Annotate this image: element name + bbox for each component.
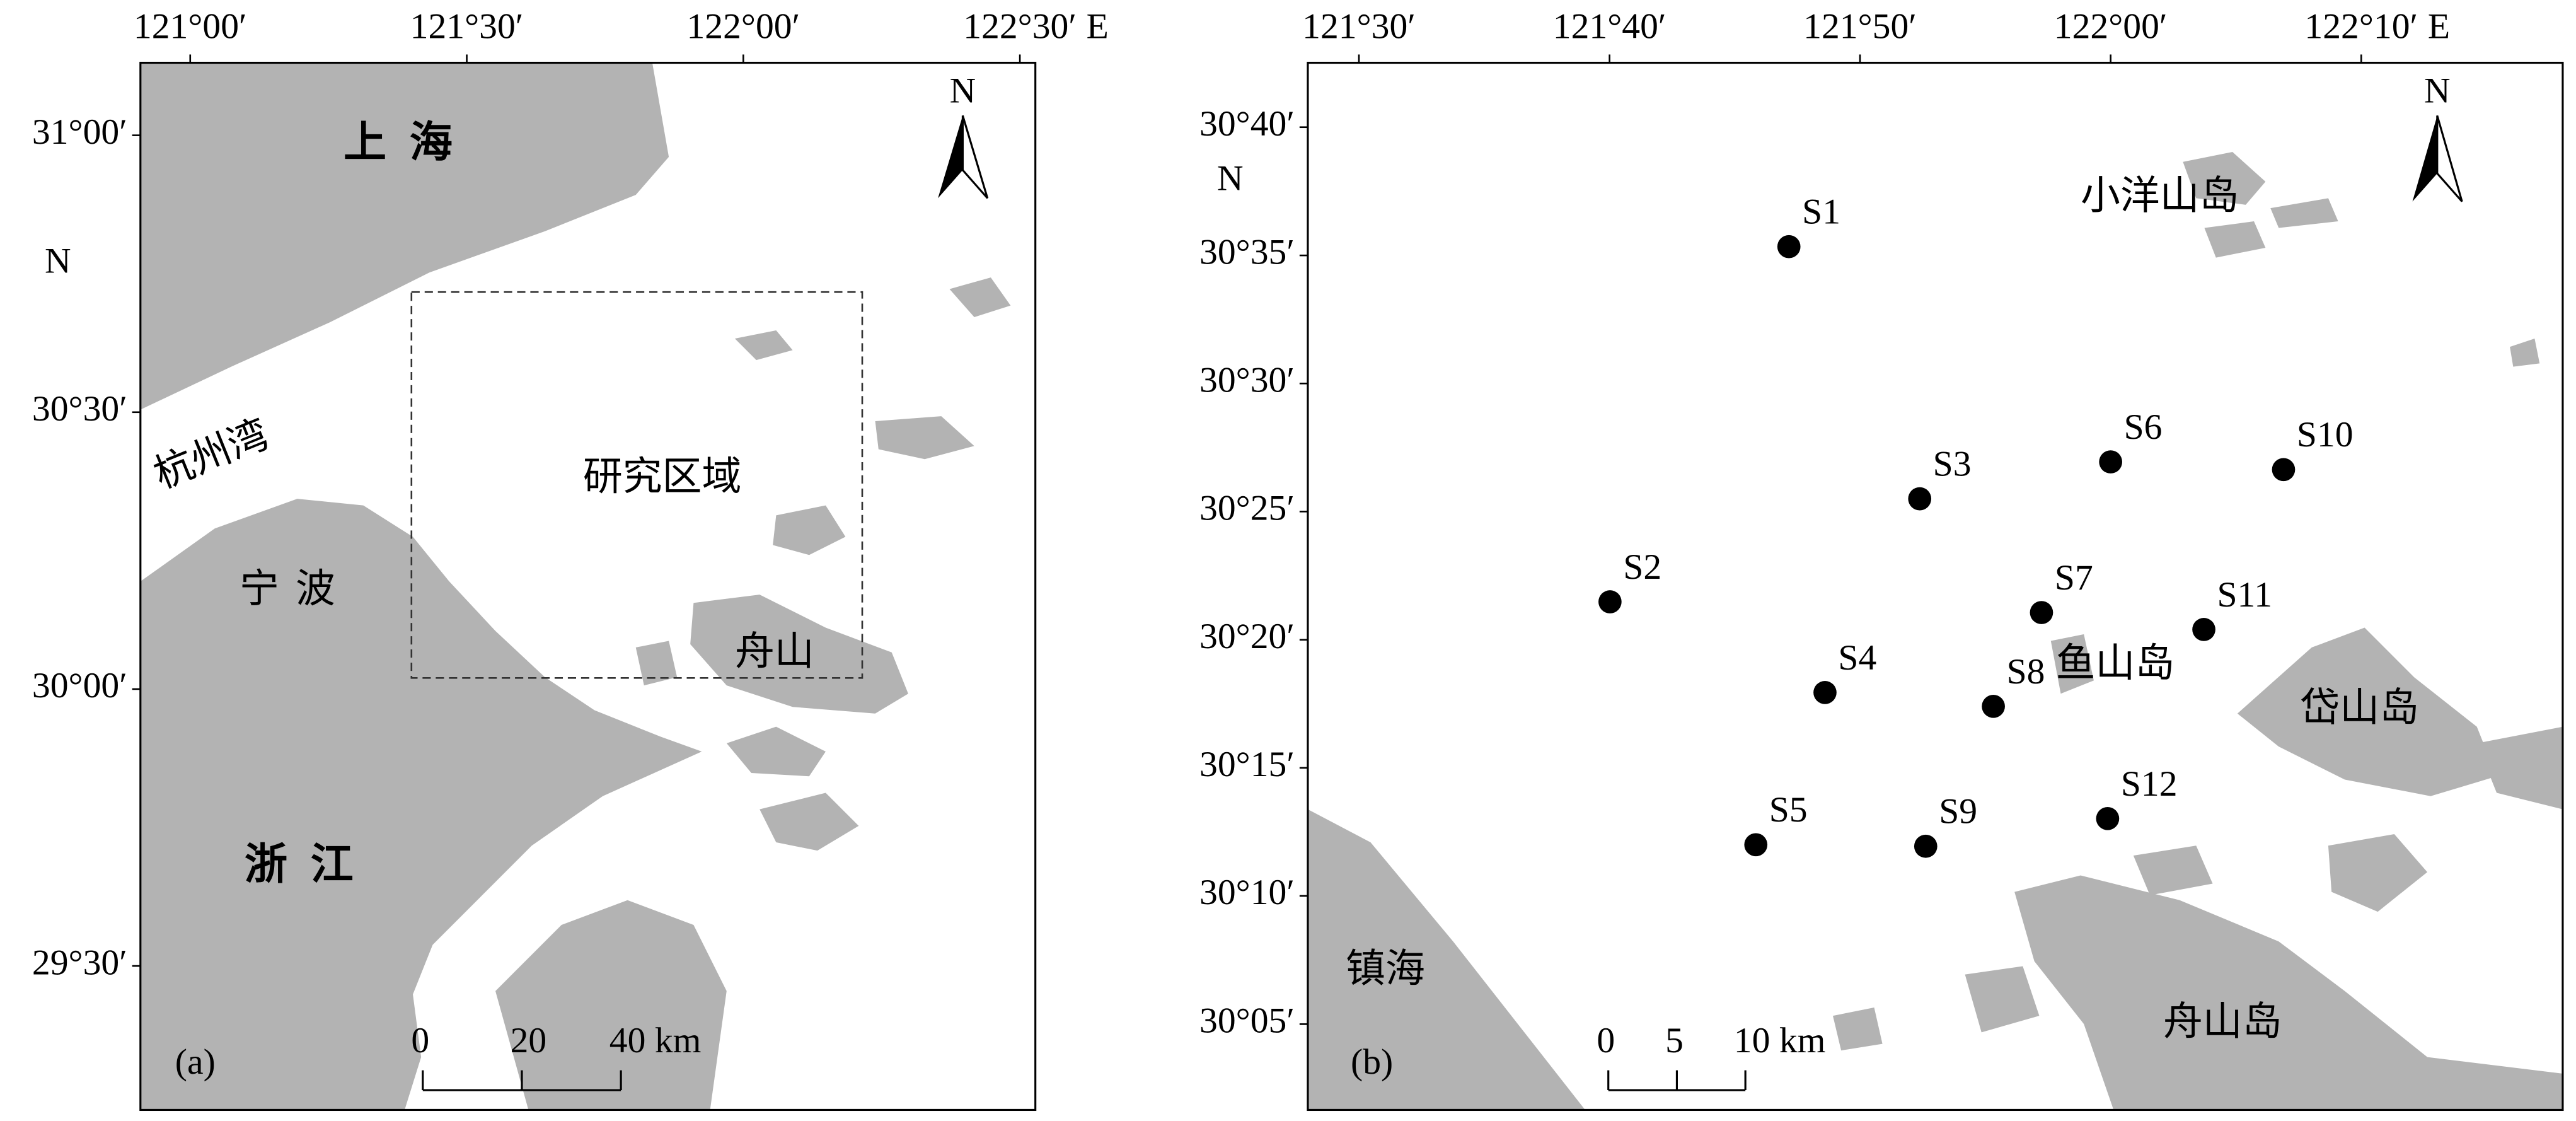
x-tick-label: 122°30′ xyxy=(963,6,1077,46)
place-label: 舟山 xyxy=(735,628,814,674)
x-tick-label: 121°30′ xyxy=(1302,6,1416,46)
station xyxy=(1982,694,2005,718)
station-label: S1 xyxy=(1802,192,1840,232)
land-a xyxy=(140,62,1011,1110)
north-label: N xyxy=(2424,71,2451,111)
scale-label: 10 km xyxy=(1734,1021,1826,1060)
station-label: S10 xyxy=(2297,415,2354,455)
station-label: S6 xyxy=(2124,407,2163,447)
station xyxy=(2030,601,2053,624)
y-tick-label: 30°05′ xyxy=(1199,1001,1295,1041)
station-label: S8 xyxy=(2007,652,2045,692)
x-tick-label: 122°00′ xyxy=(2054,6,2168,46)
x-axis-unit: E xyxy=(2428,6,2450,46)
station xyxy=(2272,458,2296,482)
y-tick-label: 30°20′ xyxy=(1199,617,1295,656)
station-label: S3 xyxy=(1933,444,1972,484)
x-tick-label: 121°50′ xyxy=(1803,6,1917,46)
y-tick-label: 31°00′ xyxy=(32,112,127,152)
land-b xyxy=(1307,152,2563,1110)
station xyxy=(2096,807,2120,830)
study-area-box xyxy=(410,291,863,679)
station-label: S5 xyxy=(1769,790,1808,830)
y-tick-label: 30°30′ xyxy=(32,389,127,429)
scale-label: 0 xyxy=(411,1021,429,1060)
frame-b xyxy=(1307,61,2564,1112)
y-tick-label: 30°25′ xyxy=(1199,489,1295,528)
place-label: 舟山岛 xyxy=(2163,998,2282,1044)
y-axis-unit: N xyxy=(45,241,71,281)
study-area-label: 研究区域 xyxy=(583,453,741,499)
station xyxy=(1598,590,1622,613)
north-label: N xyxy=(950,71,976,111)
place-label: 小洋山岛 xyxy=(2081,172,2239,218)
north-arrow xyxy=(938,115,989,199)
station-label: S11 xyxy=(2217,575,2273,615)
station-label: S9 xyxy=(1939,792,1977,832)
place-label: 杭州湾 xyxy=(147,410,275,497)
panel-label: (b) xyxy=(1351,1042,1393,1082)
station-label: S2 xyxy=(1623,547,1661,587)
place-label: 鱼山岛 xyxy=(2056,640,2175,686)
station xyxy=(1777,235,1801,258)
y-tick-label: 30°35′ xyxy=(1199,232,1295,272)
y-tick-label: 30°30′ xyxy=(1199,360,1295,400)
x-tick-label: 122°00′ xyxy=(686,6,800,46)
x-tick-label: 121°40′ xyxy=(1553,6,1666,46)
x-tick-label: 122°10′ xyxy=(2304,6,2418,46)
station-label: S12 xyxy=(2121,764,2178,804)
place-label: 浙江 xyxy=(245,840,377,890)
station-label: S7 xyxy=(2055,558,2093,598)
station xyxy=(2192,618,2215,641)
scale-label: 0 xyxy=(1597,1021,1615,1060)
y-tick-label: 30°15′ xyxy=(1199,745,1295,784)
place-label: 岱山岛 xyxy=(2300,685,2419,731)
place-label: 镇海 xyxy=(1346,945,1425,991)
station xyxy=(1914,834,1938,858)
x-axis-unit: E xyxy=(1087,6,1109,46)
panel-label: (a) xyxy=(175,1042,216,1082)
place-label: 宁波 xyxy=(240,566,352,612)
y-axis-unit: N xyxy=(1217,158,1244,198)
y-tick-label: 30°00′ xyxy=(32,666,127,706)
station xyxy=(1744,833,1768,857)
y-tick-label: 30°10′ xyxy=(1199,873,1295,912)
place-label: 上海 xyxy=(344,118,476,168)
station-label: S4 xyxy=(1838,638,1876,678)
scale-label: 40 km xyxy=(609,1021,702,1060)
y-tick-label: 29°30′ xyxy=(32,943,127,982)
station xyxy=(2099,450,2123,473)
x-tick-label: 121°00′ xyxy=(134,6,247,46)
frame-a xyxy=(139,61,1037,1112)
north-arrow xyxy=(2412,115,2463,202)
station xyxy=(1908,487,1932,511)
scale-label: 20 xyxy=(511,1021,547,1060)
station xyxy=(1813,681,1837,704)
y-tick-label: 30°40′ xyxy=(1199,104,1295,144)
x-tick-label: 121°30′ xyxy=(410,6,524,46)
scale-label: 5 xyxy=(1665,1021,1684,1060)
